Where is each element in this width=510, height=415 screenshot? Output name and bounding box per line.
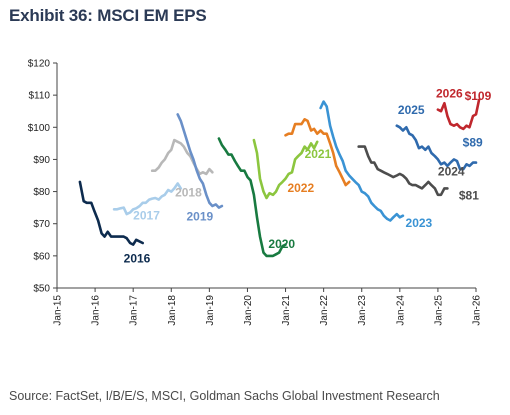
series-label-2023: 2023 [406, 216, 433, 230]
x-tick-label: Jan-16 [91, 295, 102, 326]
x-tick-label: Jan-18 [167, 295, 178, 326]
y-tick-label: $60 [33, 251, 50, 262]
series-label-2024: 2024 [438, 165, 465, 179]
series-line-2016 [78, 180, 144, 246]
series-line-2020 [217, 137, 287, 258]
series-line-2022 [284, 118, 351, 187]
axes: $50 $60 $70 $80 $90 $100 $110 $120 Jan-15 Jan-16 J… [28, 59, 483, 326]
y-tick-label: $90 [33, 155, 50, 166]
source-note: Source: FactSet, I/B/E/S, MSCI, Goldman … [9, 389, 440, 403]
series-line-2024 [357, 145, 449, 197]
series-lines [78, 98, 481, 258]
x-tick-label: Jan-24 [395, 295, 406, 326]
value-annotation: $81 [459, 189, 479, 203]
x-tick-label: Jan-22 [319, 295, 330, 326]
series-label-2025: 2025 [398, 103, 425, 117]
y-tick-label: $120 [28, 59, 51, 70]
series-label-2019: 2019 [187, 210, 214, 224]
series-line-2021 [252, 138, 319, 200]
value-annotation: $109 [465, 89, 492, 103]
series-label-2020: 2020 [268, 237, 295, 251]
series-line-2019 [176, 113, 224, 209]
value-annotation: $89 [463, 136, 483, 150]
series-label-2021: 2021 [305, 147, 332, 161]
y-tick-label: $110 [28, 91, 50, 102]
y-tick-label: $50 [33, 284, 50, 295]
y-tick-label: $80 [33, 187, 50, 198]
series-label-2016: 2016 [124, 251, 151, 265]
series-line-2017 [112, 182, 183, 216]
series-label-2018: 2018 [175, 185, 202, 199]
x-tick-label: Jan-15 [53, 295, 64, 326]
chart-title: Exhibit 36: MSCI EM EPS [9, 6, 207, 25]
series-label-2017: 2017 [133, 209, 160, 223]
series-line-2026 [436, 98, 481, 131]
y-tick-label: $100 [28, 123, 51, 134]
series-label-2022: 2022 [287, 181, 314, 195]
y-tick-label: $70 [33, 219, 50, 230]
series-line-2018 [150, 138, 214, 176]
series-labels: 2016 2017 2018 2019 2020 2021 2022 2023 2024 2025… [124, 87, 492, 266]
series-label-2026: 2026 [436, 87, 463, 101]
x-tick-label: Jan-17 [129, 295, 140, 326]
series-line-2023 [319, 100, 405, 222]
x-tick-label: Jan-20 [243, 295, 254, 326]
x-tick-label: Jan-19 [205, 295, 216, 326]
x-tick-label: Jan-25 [433, 295, 444, 326]
x-tick-label: Jan-26 [472, 295, 483, 326]
series-line-2025 [395, 124, 478, 171]
x-tick-label: Jan-23 [357, 295, 368, 326]
x-tick-label: Jan-21 [281, 295, 292, 326]
eps-line-chart: $50 $60 $70 $80 $90 $100 $110 $120 Jan-15 Jan-16 J… [28, 59, 492, 326]
